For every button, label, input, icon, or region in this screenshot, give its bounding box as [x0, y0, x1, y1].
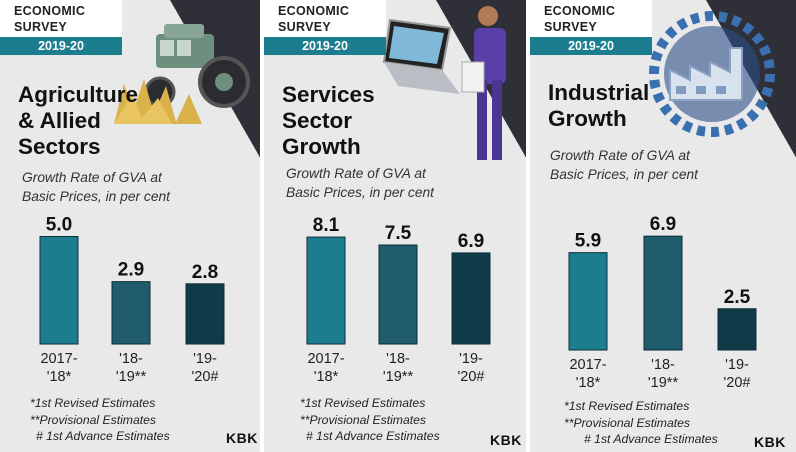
- chart-subtitle: Growth Rate of GVA at Basic Prices, in p…: [550, 148, 698, 182]
- category-label-2-1: '20#: [724, 375, 751, 391]
- panel-services: ECONOMIC SURVEY 2019-20 Services Sector G…: [264, 0, 530, 452]
- badge-line2: SURVEY: [14, 20, 67, 34]
- category-label-0-0: 2017-: [569, 357, 606, 373]
- note-provisional: **Provisional Estimates: [300, 412, 426, 427]
- kbk-logo: KBK: [754, 434, 786, 450]
- badge-line2: SURVEY: [278, 20, 331, 34]
- category-label-0-0: 2017-: [40, 351, 77, 367]
- category-label-0-1: '18*: [576, 375, 601, 391]
- note-revised: *1st Revised Estimates: [300, 396, 426, 410]
- bar-chart: 8.1 2017- '18* 7.5 '18- '19** 6.9 '19- '20#: [306, 215, 491, 385]
- badge-line1: ECONOMIC: [278, 4, 350, 18]
- bar-1: [378, 244, 418, 345]
- category-label-1-0: '18-: [651, 357, 675, 373]
- category-label-2-1: '20#: [192, 369, 219, 385]
- businessman-laptop-icon: [382, 6, 506, 160]
- badge-line1: ECONOMIC: [544, 4, 616, 18]
- value-label-2: 2.5: [724, 287, 751, 308]
- value-label-1: 2.9: [118, 260, 144, 281]
- category-label-0-1: '18*: [314, 369, 339, 385]
- category-label-1-1: '19**: [116, 369, 147, 385]
- chart-title: Agriculture & Allied Sectors: [18, 82, 139, 159]
- value-label-2: 6.9: [458, 231, 484, 252]
- footnotes: *1st Revised Estimates **Provisional Est…: [30, 395, 170, 445]
- value-label-2: 2.8: [192, 262, 218, 283]
- value-label-0: 5.9: [575, 231, 601, 252]
- badge-year: 2019-20: [0, 37, 122, 55]
- chart-title: Industrial Growth: [548, 80, 650, 131]
- category-label-2-0: '19-: [725, 357, 749, 373]
- category-label-1-1: '19**: [383, 369, 414, 385]
- category-label-0-0: 2017-: [307, 351, 344, 367]
- bar-chart: 5.0 2017- '18* 2.9 '18- '19** 2.8 '19- '20#: [39, 215, 225, 385]
- category-label-1-0: '18-: [386, 351, 410, 367]
- note-provisional: **Provisional Estimates: [564, 415, 690, 430]
- category-label-0-1: '18*: [47, 369, 72, 385]
- note-provisional: **Provisional Estimates: [30, 412, 156, 427]
- value-label-0: 5.0: [46, 215, 72, 236]
- footnotes: *1st Revised Estimates **Provisional Est…: [300, 395, 440, 445]
- survey-badge: ECONOMIC SURVEY 2019-20: [530, 0, 652, 55]
- survey-badge: ECONOMIC SURVEY 2019-20: [264, 0, 386, 55]
- bar-1: [111, 281, 151, 345]
- value-label-1: 7.5: [385, 223, 412, 244]
- factory-gear-icon: [649, 11, 775, 137]
- panel-industrial: ECONOMIC SURVEY 2019-20 Industrial Growth…: [530, 0, 796, 452]
- bar-0: [568, 252, 608, 351]
- bar-1: [643, 235, 683, 351]
- badge-line1: ECONOMIC: [14, 4, 86, 18]
- badge-line2: SURVEY: [544, 20, 597, 34]
- category-label-2-0: '19-: [193, 351, 217, 367]
- footnotes: *1st Revised Estimates **Provisional Est…: [564, 398, 718, 448]
- chart-subtitle: Growth Rate of GVA at Basic Prices, in p…: [286, 166, 434, 200]
- bar-0: [306, 236, 346, 345]
- category-label-1-1: '19**: [648, 375, 679, 391]
- kbk-logo: KBK: [490, 432, 522, 448]
- tractor-icon: [114, 24, 250, 124]
- value-label-1: 6.9: [650, 214, 676, 235]
- chart-subtitle: Growth Rate of GVA at Basic Prices, in p…: [22, 170, 170, 204]
- bar-2: [717, 308, 757, 351]
- note-advance: # 1st Advance Estimates: [36, 429, 170, 443]
- badge-year: 2019-20: [530, 37, 652, 55]
- survey-badge: ECONOMIC SURVEY 2019-20: [0, 0, 122, 55]
- panel-agriculture: ECONOMIC SURVEY 2019-20 Agriculture & All…: [0, 0, 264, 452]
- bar-0: [39, 236, 79, 345]
- note-advance: # 1st Advance Estimates: [584, 432, 718, 446]
- bar-chart: 5.9 2017- '18* 6.9 '18- '19** 2.5 '19- '20#: [568, 214, 757, 391]
- category-label-1-0: '18-: [119, 351, 143, 367]
- badge-year: 2019-20: [264, 37, 386, 55]
- note-revised: *1st Revised Estimates: [564, 399, 690, 413]
- bar-2: [185, 283, 225, 345]
- chart-title: Services Sector Growth: [282, 82, 375, 159]
- kbk-logo: KBK: [226, 430, 258, 446]
- value-label-0: 8.1: [313, 215, 340, 236]
- category-label-2-1: '20#: [458, 369, 485, 385]
- category-label-2-0: '19-: [459, 351, 483, 367]
- bar-2: [451, 252, 491, 345]
- note-revised: *1st Revised Estimates: [30, 396, 156, 410]
- note-advance: # 1st Advance Estimates: [306, 429, 440, 443]
